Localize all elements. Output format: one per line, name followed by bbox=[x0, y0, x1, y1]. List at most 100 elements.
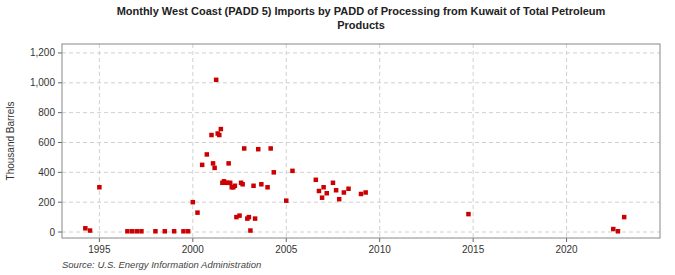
point bbox=[186, 229, 191, 234]
point bbox=[240, 182, 245, 187]
point bbox=[237, 213, 242, 218]
point bbox=[247, 215, 252, 220]
grid bbox=[62, 44, 660, 238]
point bbox=[321, 185, 326, 190]
point bbox=[125, 229, 130, 234]
tick-mark bbox=[58, 232, 62, 233]
grid-line bbox=[62, 82, 660, 83]
points bbox=[83, 78, 626, 234]
point bbox=[284, 198, 289, 203]
point bbox=[466, 212, 471, 217]
point bbox=[130, 229, 135, 234]
grid-line bbox=[62, 232, 660, 233]
point bbox=[172, 229, 177, 234]
tick-label: 800 bbox=[38, 107, 55, 118]
grid-line bbox=[62, 172, 660, 173]
point bbox=[205, 152, 210, 157]
grid-line bbox=[286, 44, 287, 238]
plot-frame bbox=[62, 44, 660, 238]
tick-label: 600 bbox=[38, 137, 55, 148]
grid-line bbox=[62, 202, 660, 203]
y-axis-label: Thousand Barrels bbox=[5, 102, 16, 181]
point bbox=[256, 147, 261, 152]
tick-mark bbox=[566, 238, 567, 242]
point bbox=[622, 215, 627, 220]
point bbox=[88, 228, 93, 233]
tick-mark bbox=[473, 238, 474, 242]
tick-label: 2000 bbox=[182, 244, 205, 255]
tick-label: 2020 bbox=[555, 244, 578, 255]
point bbox=[363, 190, 368, 195]
point bbox=[219, 127, 224, 132]
axes: 02004006008001,0001,20019952000200520102… bbox=[30, 44, 660, 255]
point bbox=[272, 170, 277, 175]
point bbox=[153, 229, 158, 234]
tick-mark bbox=[58, 52, 62, 53]
point bbox=[337, 197, 342, 202]
tick-mark bbox=[58, 142, 62, 143]
tick-mark bbox=[286, 238, 287, 242]
point bbox=[611, 227, 616, 232]
grid-line bbox=[379, 44, 380, 238]
point bbox=[320, 195, 325, 200]
grid-line bbox=[62, 142, 660, 143]
tick-mark bbox=[58, 112, 62, 113]
point bbox=[616, 229, 621, 234]
chart: 02004006008001,0001,20019952000200520102… bbox=[0, 0, 675, 275]
grid-line bbox=[99, 44, 100, 238]
tick-mark bbox=[99, 238, 100, 242]
tick-mark bbox=[58, 82, 62, 83]
point bbox=[217, 133, 222, 138]
point bbox=[163, 229, 168, 234]
point bbox=[331, 181, 336, 186]
point bbox=[248, 228, 253, 233]
title-line: Monthly West Coast (PADD 5) Imports by P… bbox=[117, 5, 606, 17]
tick-label: 2015 bbox=[462, 244, 485, 255]
point bbox=[228, 181, 233, 186]
point bbox=[191, 200, 196, 205]
tick-mark bbox=[58, 172, 62, 173]
point bbox=[214, 78, 219, 83]
point bbox=[334, 188, 339, 193]
point bbox=[314, 178, 319, 183]
point bbox=[324, 191, 329, 196]
point bbox=[290, 169, 295, 174]
grid-line bbox=[566, 44, 567, 238]
tick-mark bbox=[379, 238, 380, 242]
point bbox=[181, 229, 186, 234]
point bbox=[268, 146, 273, 151]
point bbox=[209, 133, 214, 138]
tick-label: 0 bbox=[49, 227, 55, 238]
tick-label: 1995 bbox=[88, 244, 111, 255]
grid-line bbox=[192, 44, 193, 238]
point bbox=[251, 184, 256, 189]
grid-line bbox=[62, 52, 660, 53]
grid-line bbox=[473, 44, 474, 238]
point bbox=[233, 184, 238, 189]
tick-label: 1,200 bbox=[30, 47, 55, 58]
point bbox=[97, 185, 102, 190]
point bbox=[317, 189, 322, 194]
point bbox=[359, 192, 364, 197]
point bbox=[226, 161, 231, 166]
tick-label: 200 bbox=[38, 197, 55, 208]
point bbox=[211, 161, 216, 166]
tick-label: 1,000 bbox=[30, 77, 55, 88]
source-note: Source: U.S. Energy Information Administ… bbox=[62, 259, 261, 270]
tick-label: 400 bbox=[38, 167, 55, 178]
point bbox=[259, 182, 264, 187]
point bbox=[265, 185, 270, 190]
grid-line bbox=[62, 112, 660, 113]
title: Monthly West Coast (PADD 5) Imports by P… bbox=[117, 5, 606, 31]
point bbox=[253, 216, 258, 221]
tick-label: 2010 bbox=[369, 244, 392, 255]
point bbox=[83, 226, 88, 231]
point bbox=[139, 229, 144, 234]
tick-mark bbox=[58, 202, 62, 203]
point bbox=[200, 163, 205, 168]
point bbox=[135, 229, 140, 234]
point bbox=[242, 146, 247, 151]
point bbox=[346, 187, 351, 192]
title-line: Products bbox=[337, 19, 385, 31]
point bbox=[195, 210, 200, 215]
